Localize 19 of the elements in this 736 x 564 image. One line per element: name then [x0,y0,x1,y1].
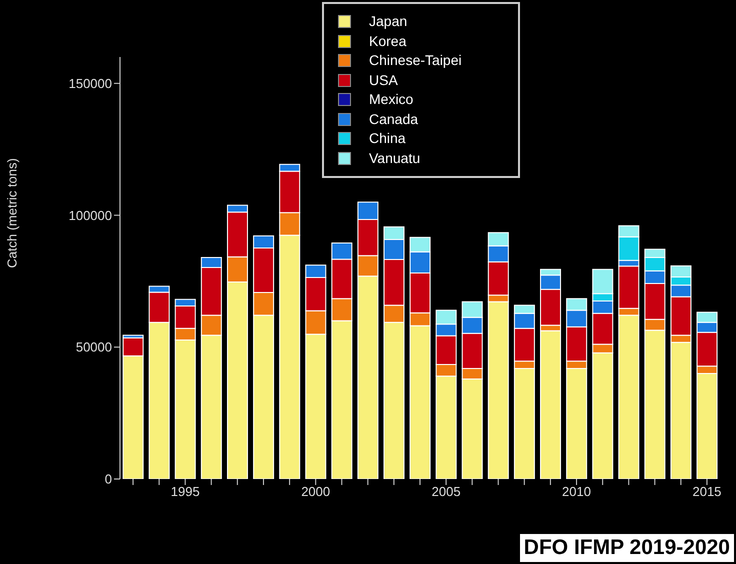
y-tick-label: 50000 [76,340,112,355]
y-tick-label: 100000 [68,208,112,223]
y-axis-title: Catch (metric tons) [4,158,20,268]
legend-label: China [369,129,406,148]
text: DFO IFMP 2019-2020 [520,534,734,562]
x-tick-label: 2010 [562,484,591,500]
y-tick-label: 0 [104,472,112,487]
x-tick-label: 2015 [692,484,722,500]
x-tick-label: 2005 [432,484,461,500]
legend-label: Canada [369,110,418,128]
legend-label: USA [369,70,398,90]
legend-label: Japan [369,12,408,31]
legend-label: Mexico [369,90,414,109]
legend-label: Korea [369,32,406,50]
x-tick-label: 2000 [301,484,330,500]
y-tick-label: 150000 [68,76,112,91]
legend-label: Chinese-Taipei [369,51,462,70]
legend-label: Vanuatu [369,148,420,168]
x-tick-label: 1995 [170,484,200,500]
